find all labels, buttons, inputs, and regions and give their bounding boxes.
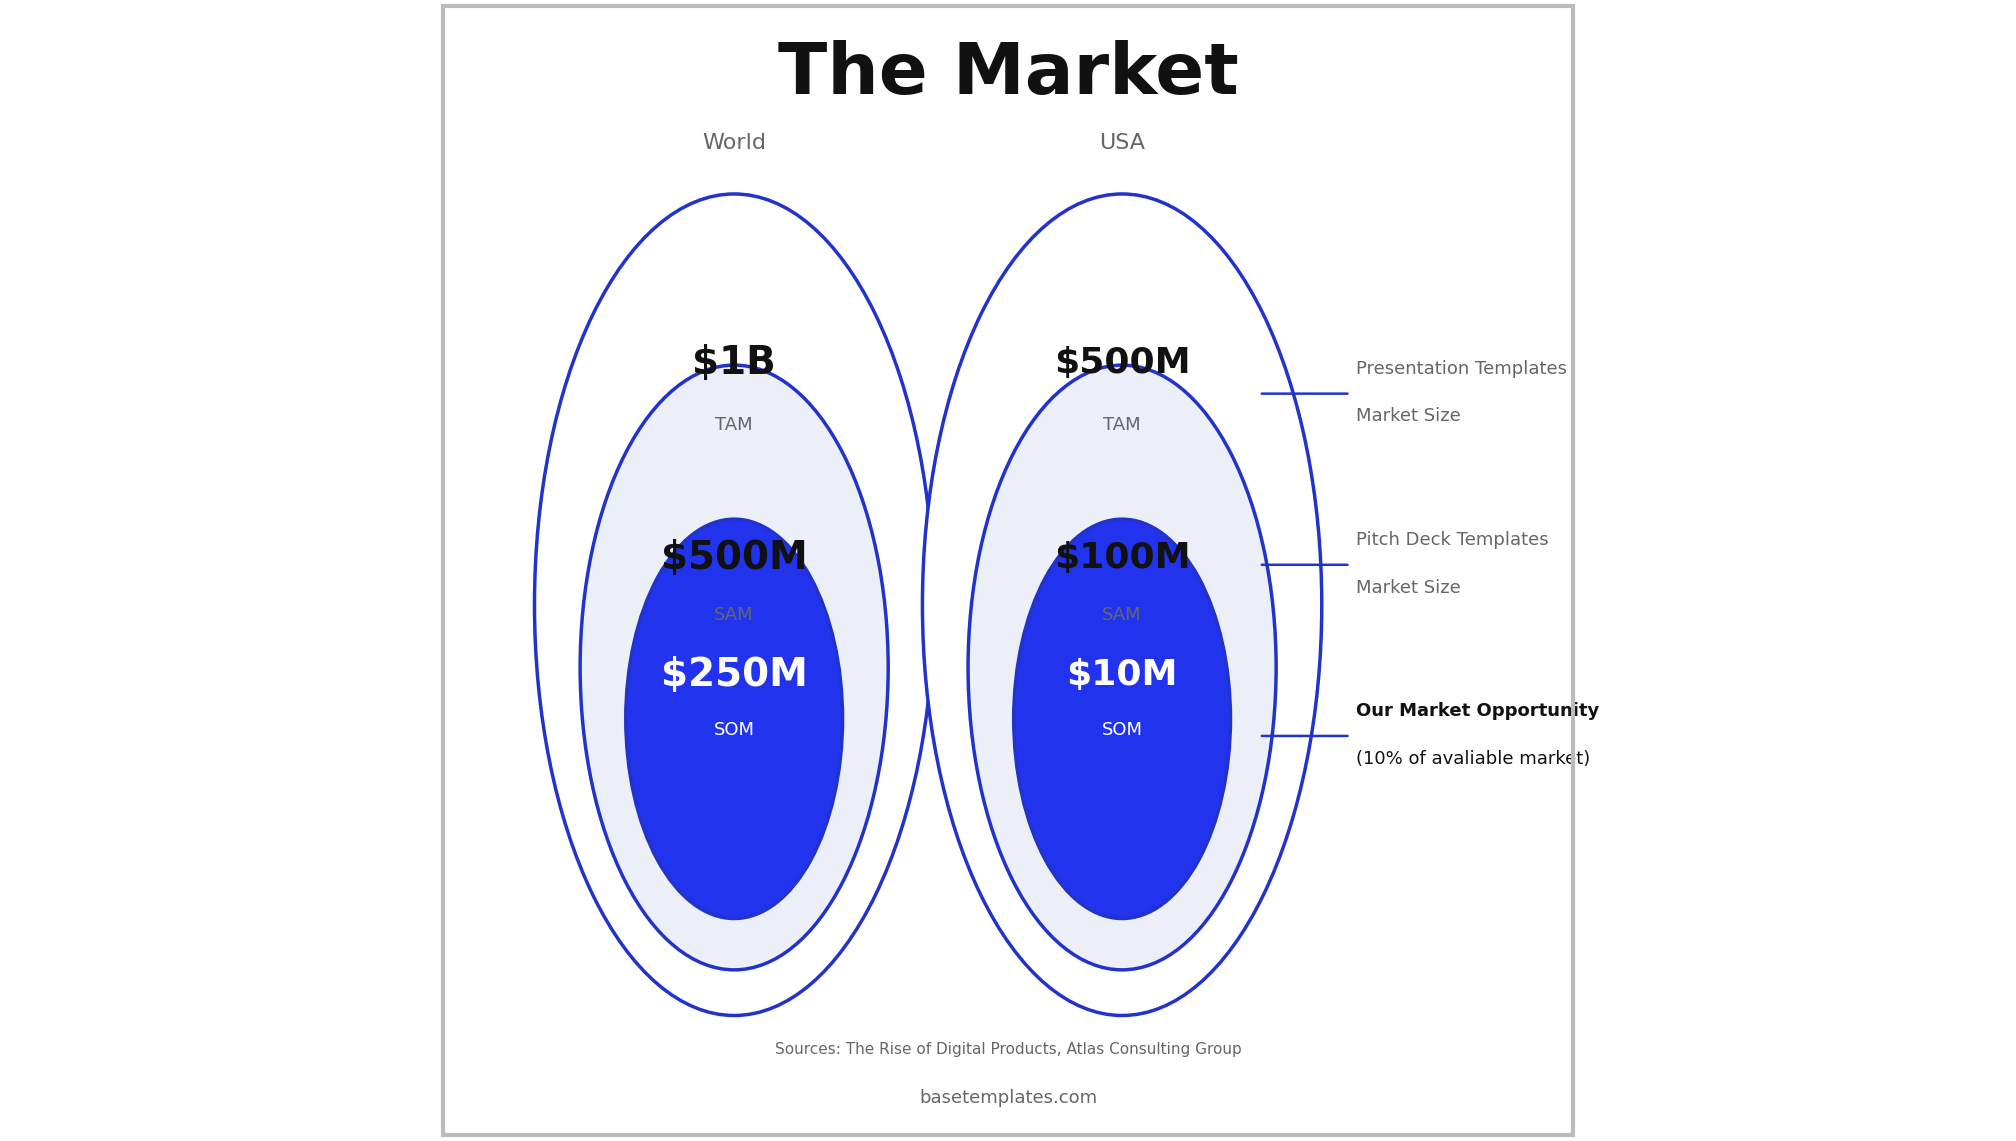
Text: SAM: SAM: [714, 606, 754, 624]
Text: TAM: TAM: [1103, 416, 1141, 435]
Text: $500M: $500M: [1054, 346, 1189, 380]
Ellipse shape: [1014, 519, 1230, 919]
Text: Market Size: Market Size: [1357, 407, 1462, 426]
Text: Our Market Opportunity: Our Market Opportunity: [1357, 702, 1599, 720]
Text: Sources: The Rise of Digital Products, Atlas Consulting Group: Sources: The Rise of Digital Products, A…: [774, 1042, 1242, 1058]
Text: (10% of avaliable market): (10% of avaliable market): [1357, 750, 1591, 768]
Ellipse shape: [968, 365, 1276, 970]
Text: World: World: [702, 132, 766, 153]
Text: SAM: SAM: [1103, 606, 1141, 624]
Text: Presentation Templates: Presentation Templates: [1357, 359, 1566, 378]
Text: Pitch Deck Templates: Pitch Deck Templates: [1357, 531, 1548, 549]
Ellipse shape: [534, 194, 933, 1015]
Text: $10M: $10M: [1066, 658, 1177, 693]
Text: SOM: SOM: [1101, 721, 1143, 739]
Text: TAM: TAM: [716, 416, 752, 435]
Text: Market Size: Market Size: [1357, 578, 1462, 597]
Text: The Market: The Market: [778, 40, 1238, 108]
Text: basetemplates.com: basetemplates.com: [919, 1089, 1097, 1107]
Ellipse shape: [581, 365, 889, 970]
Text: $500M: $500M: [661, 539, 808, 576]
Text: $1B: $1B: [691, 343, 776, 381]
Text: $250M: $250M: [661, 656, 808, 695]
Text: $100M: $100M: [1054, 541, 1189, 575]
Ellipse shape: [625, 519, 843, 919]
Ellipse shape: [923, 194, 1322, 1015]
Text: USA: USA: [1099, 132, 1145, 153]
Text: SOM: SOM: [714, 721, 754, 739]
